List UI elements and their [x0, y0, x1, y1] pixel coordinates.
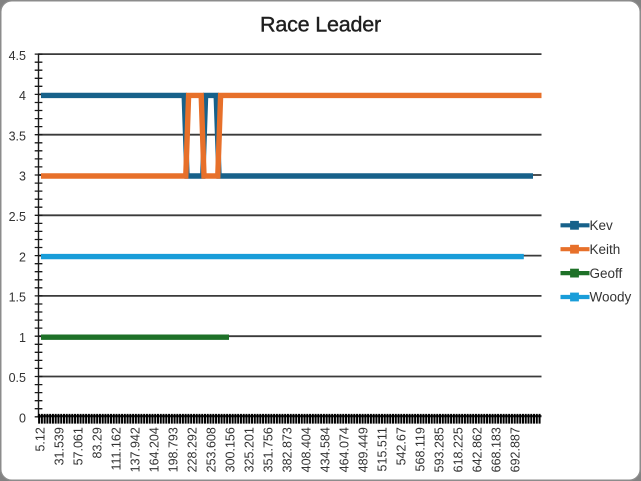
svg-text:408.404: 408.404: [300, 427, 314, 472]
svg-text:3: 3: [19, 170, 26, 184]
svg-text:464.074: 464.074: [338, 427, 352, 472]
svg-text:515.511: 515.511: [376, 427, 390, 471]
svg-text:1: 1: [19, 331, 26, 345]
svg-text:2.5: 2.5: [9, 210, 26, 224]
svg-text:5.12: 5.12: [34, 427, 48, 451]
svg-text:618.225: 618.225: [452, 427, 466, 472]
svg-text:351.756: 351.756: [262, 427, 276, 472]
svg-text:31.539: 31.539: [53, 427, 67, 465]
svg-text:253.608: 253.608: [205, 427, 219, 472]
svg-text:642.862: 642.862: [471, 427, 485, 472]
svg-text:Woody: Woody: [590, 290, 632, 305]
svg-text:300.156: 300.156: [224, 427, 238, 472]
svg-text:83.29: 83.29: [91, 427, 105, 458]
svg-text:593.285: 593.285: [433, 427, 447, 472]
svg-text:0.5: 0.5: [9, 371, 26, 385]
svg-text:Geoff: Geoff: [590, 266, 623, 281]
svg-text:325.201: 325.201: [243, 427, 257, 472]
svg-text:57.061: 57.061: [72, 427, 86, 465]
svg-text:1.5: 1.5: [9, 291, 26, 305]
svg-text:4.5: 4.5: [9, 49, 26, 63]
svg-text:2: 2: [19, 250, 26, 264]
svg-text:434.584: 434.584: [319, 427, 333, 472]
svg-text:Keith: Keith: [590, 242, 621, 257]
svg-text:198.793: 198.793: [167, 427, 181, 472]
svg-text:489.449: 489.449: [357, 427, 371, 472]
svg-text:568.119: 568.119: [414, 427, 428, 471]
svg-text:692.887: 692.887: [509, 427, 523, 472]
svg-text:137.942: 137.942: [129, 427, 143, 472]
svg-text:3.5: 3.5: [9, 129, 26, 143]
svg-text:164.204: 164.204: [148, 427, 162, 472]
svg-text:382.873: 382.873: [281, 427, 295, 472]
svg-text:4: 4: [19, 89, 26, 103]
svg-text:0: 0: [19, 412, 26, 426]
svg-text:Race Leader: Race Leader: [260, 13, 381, 37]
svg-text:542.67: 542.67: [395, 427, 409, 465]
svg-text:228.292: 228.292: [186, 427, 200, 472]
svg-text:111.162: 111.162: [110, 427, 124, 470]
svg-text:Kev: Kev: [590, 218, 614, 233]
svg-text:668.183: 668.183: [490, 427, 504, 472]
